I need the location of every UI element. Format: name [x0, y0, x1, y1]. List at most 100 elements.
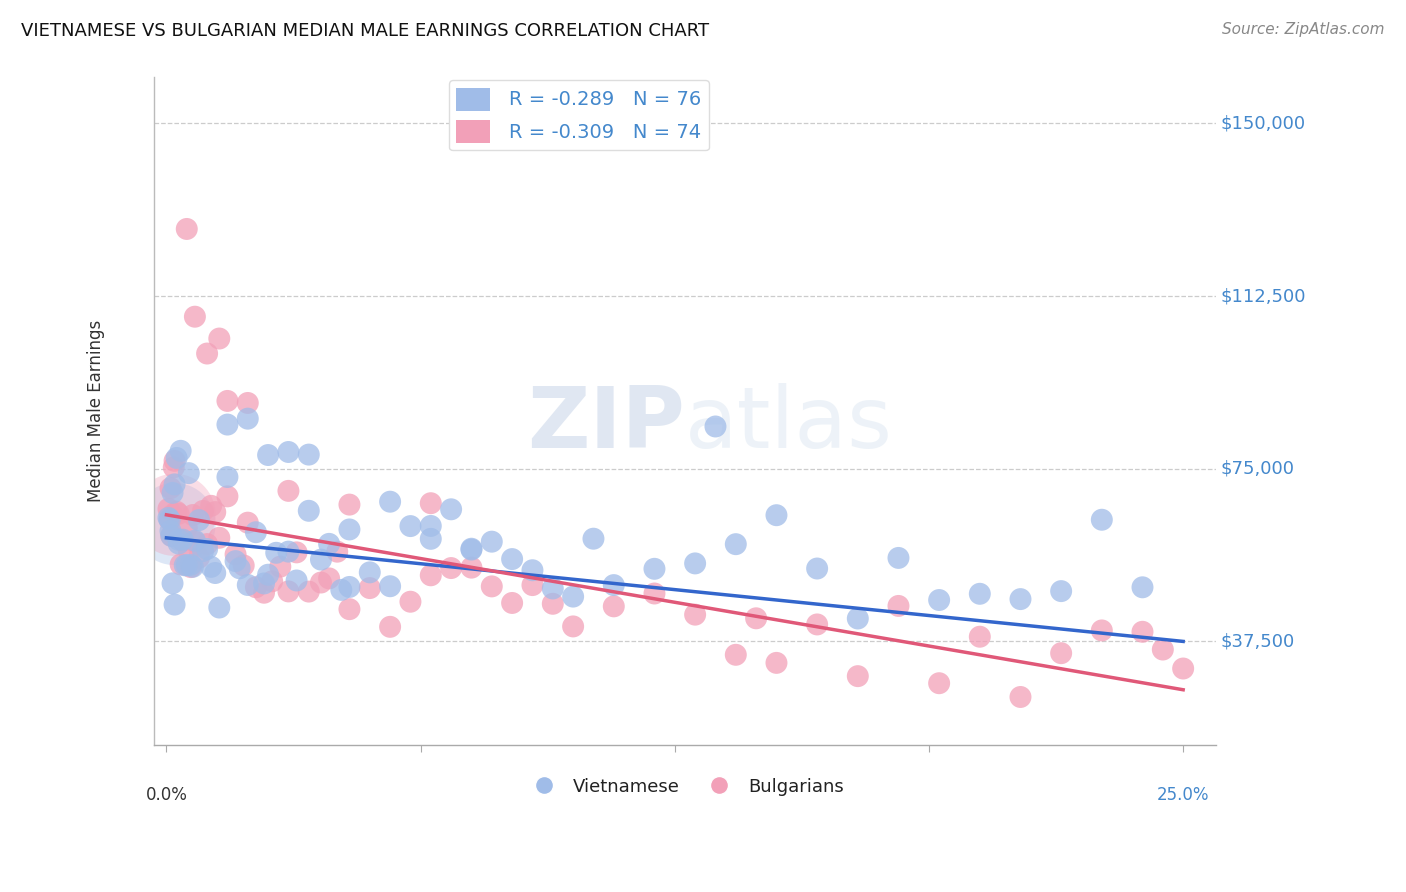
Point	[603, 599, 626, 614]
Point	[339, 498, 361, 512]
Point	[208, 531, 231, 545]
Point	[200, 499, 222, 513]
Point	[359, 581, 381, 595]
Point	[162, 508, 184, 522]
Text: 0.0%: 0.0%	[145, 787, 187, 805]
Point	[419, 519, 441, 533]
Point	[683, 557, 706, 571]
Point	[160, 528, 183, 542]
Text: $75,000: $75,000	[1220, 459, 1295, 478]
Point	[562, 619, 585, 633]
Text: $37,500: $37,500	[1220, 632, 1295, 650]
Point	[172, 533, 194, 547]
Point	[318, 537, 340, 551]
Point	[481, 534, 503, 549]
Point	[236, 516, 259, 530]
Point	[188, 513, 211, 527]
Point	[172, 533, 194, 548]
Point	[166, 450, 188, 465]
Point	[1152, 642, 1174, 657]
Point	[969, 587, 991, 601]
Point	[745, 611, 768, 625]
Point	[253, 585, 276, 599]
Point	[176, 222, 198, 236]
Point	[541, 582, 564, 596]
Point	[359, 566, 381, 580]
Point	[163, 508, 186, 522]
Point	[184, 533, 207, 548]
Point	[724, 537, 747, 551]
Text: 25.0%: 25.0%	[1157, 787, 1209, 805]
Point	[765, 656, 787, 670]
Point	[236, 396, 259, 410]
Point	[253, 576, 276, 591]
Point	[166, 505, 188, 519]
Point	[184, 535, 207, 549]
Point	[643, 586, 665, 600]
Point	[157, 511, 180, 525]
Point	[765, 508, 787, 523]
Point	[269, 559, 291, 574]
Point	[298, 448, 321, 462]
Point	[236, 411, 259, 425]
Point	[969, 630, 991, 644]
Point	[378, 579, 401, 593]
Point	[846, 611, 869, 625]
Point	[180, 558, 202, 572]
Point	[1050, 646, 1073, 660]
Point	[159, 524, 181, 538]
Point	[460, 542, 482, 557]
Point	[378, 620, 401, 634]
Point	[163, 598, 186, 612]
Point	[440, 502, 463, 516]
Point	[173, 558, 195, 573]
Point	[887, 550, 910, 565]
Point	[309, 552, 332, 566]
Point	[191, 544, 214, 558]
Point	[181, 508, 204, 522]
Point	[285, 545, 308, 559]
Point	[245, 525, 267, 540]
Point	[704, 419, 727, 434]
Point	[157, 501, 180, 516]
Point	[285, 574, 308, 588]
Point	[541, 597, 564, 611]
Point	[419, 532, 441, 546]
Point	[562, 590, 585, 604]
Point	[1091, 513, 1114, 527]
Point	[683, 607, 706, 622]
Point	[195, 346, 218, 360]
Point	[501, 596, 523, 610]
Point	[522, 563, 544, 577]
Text: VIETNAMESE VS BULGARIAN MEDIAN MALE EARNINGS CORRELATION CHART: VIETNAMESE VS BULGARIAN MEDIAN MALE EARN…	[21, 22, 709, 40]
Point	[169, 443, 191, 458]
Point	[928, 593, 950, 607]
Point	[298, 504, 321, 518]
Text: $112,500: $112,500	[1220, 287, 1306, 305]
Point	[200, 559, 222, 574]
Point	[318, 571, 340, 585]
Point	[184, 310, 207, 324]
Point	[163, 477, 186, 491]
Point	[208, 600, 231, 615]
Point	[264, 546, 287, 560]
Point	[257, 567, 280, 582]
Point	[181, 559, 204, 574]
Point	[167, 536, 190, 550]
Point	[806, 561, 828, 575]
Point	[298, 584, 321, 599]
Point	[188, 550, 211, 565]
Point	[225, 554, 247, 568]
Point	[440, 561, 463, 575]
Point	[582, 532, 605, 546]
Point	[277, 584, 299, 599]
Point	[195, 537, 218, 551]
Point	[326, 544, 349, 558]
Text: Median Male Earnings: Median Male Earnings	[87, 320, 105, 502]
Point	[724, 648, 747, 662]
Legend: Vietnamese, Bulgarians: Vietnamese, Bulgarians	[519, 771, 851, 803]
Point	[163, 516, 186, 531]
Point	[460, 560, 482, 574]
Point	[228, 561, 250, 575]
Point	[180, 560, 202, 574]
